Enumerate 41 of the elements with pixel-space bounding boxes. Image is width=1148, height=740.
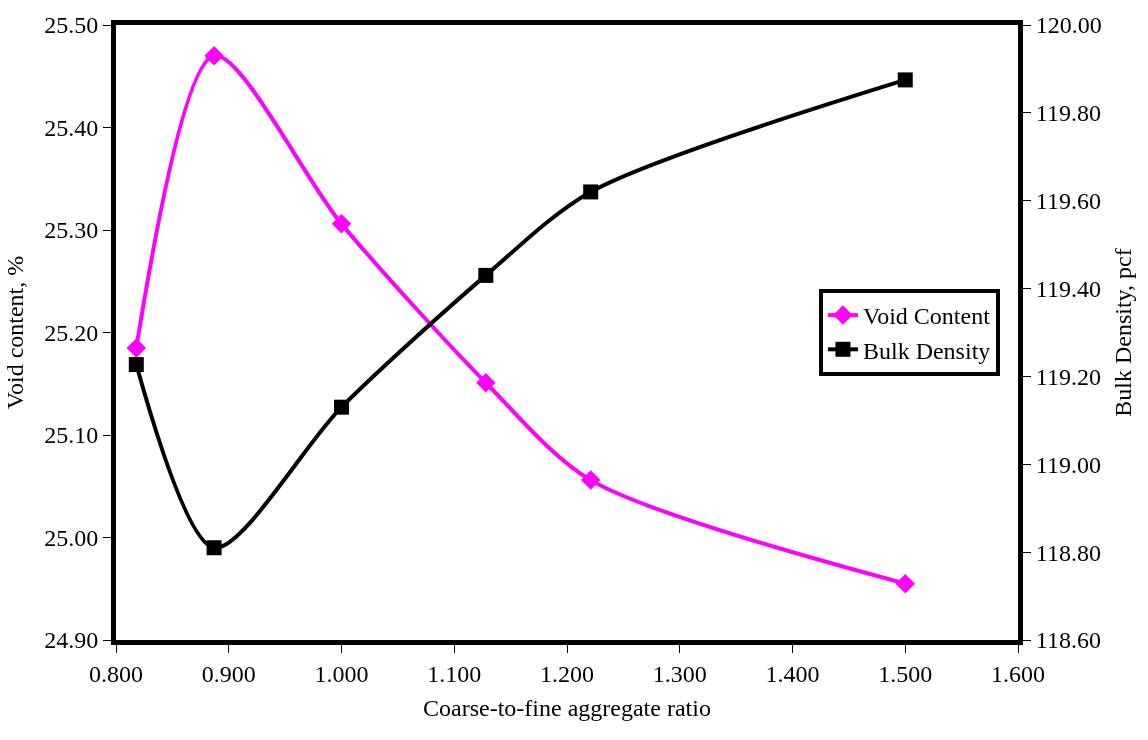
y2-tick-label: 119.60	[1035, 188, 1101, 215]
x-tick-label: 1.600	[991, 660, 1045, 687]
point	[580, 470, 601, 490]
y2-tick-label: 119.00	[1035, 451, 1101, 478]
y2-tick-label: 118.80	[1035, 539, 1101, 566]
y2-tick-label: 119.80	[1035, 100, 1101, 127]
y-tick-label: 24.90	[44, 627, 99, 654]
x-tick-label: 1.500	[878, 660, 933, 687]
point	[897, 72, 913, 88]
x-tick-label: 0.900	[201, 660, 256, 687]
y-tick-label: 25.40	[44, 114, 99, 141]
point	[128, 357, 144, 373]
y2-tick-label: 119.40	[1035, 275, 1101, 302]
x-axis-title: Coarse-to-fine aggregate ratio	[423, 695, 711, 722]
legend-label: Bulk Density	[862, 337, 991, 364]
point	[206, 540, 222, 556]
y-tick-label: 25.20	[44, 319, 99, 346]
y2-tick-label: 119.20	[1035, 363, 1101, 390]
y-tick-label: 25.00	[44, 524, 99, 551]
legend-label: Void Content	[862, 303, 991, 330]
point	[334, 399, 349, 415]
y2-tick-label: 118.60	[1035, 627, 1101, 654]
y-tick-label: 25.30	[44, 217, 99, 244]
point	[331, 214, 352, 234]
x-tick-label: 1.300	[652, 660, 707, 687]
x-tick-label: 1.000	[314, 660, 369, 687]
x-tick-label: 1.200	[540, 660, 594, 687]
y-tick-label: 25.50	[44, 12, 99, 39]
x-tick-label: 0.800	[89, 660, 143, 687]
y-tick-label: 25.10	[44, 422, 99, 449]
point	[583, 184, 599, 200]
x-tick-label: 1.400	[765, 660, 820, 687]
point	[204, 46, 224, 66]
x-tick-label: 1.100	[427, 660, 482, 687]
point	[478, 267, 494, 283]
point	[126, 338, 147, 358]
point	[476, 372, 496, 393]
y2-tick-label: 120.00	[1035, 12, 1102, 39]
point	[895, 573, 915, 594]
y2-axis-title: Bulk Density, pcf	[1110, 248, 1137, 417]
y-axis-title: Void content, %	[2, 255, 29, 410]
